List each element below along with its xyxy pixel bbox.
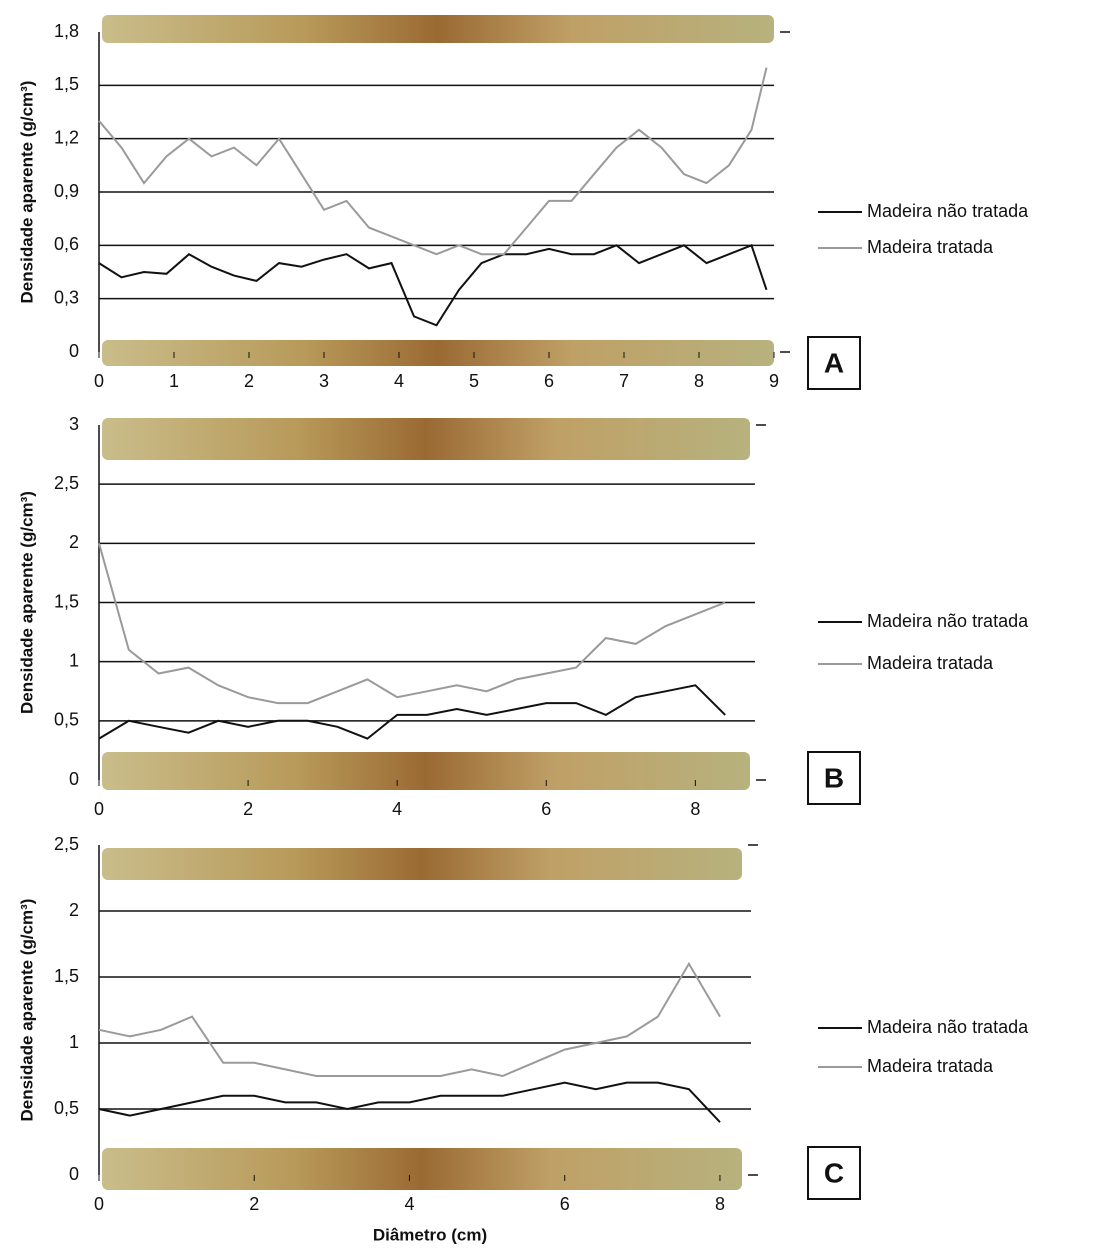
- y-tick-label: 0: [69, 1164, 79, 1184]
- x-tick-label: 6: [541, 799, 551, 819]
- panel-box: [807, 1146, 861, 1200]
- y-tick-label: 0,6: [54, 234, 79, 254]
- y-tick-label: 0,9: [54, 181, 79, 201]
- x-tick-label: 4: [404, 1194, 414, 1214]
- y-tick-label: 2: [69, 532, 79, 552]
- x-tick-label: 7: [619, 371, 629, 391]
- legend-label: Madeira não tratada: [867, 201, 1029, 221]
- legend-label: Madeira tratada: [867, 653, 994, 673]
- x-tick-label: 3: [319, 371, 329, 391]
- x-tick-label: 9: [769, 371, 779, 391]
- x-tick-label: 6: [544, 371, 554, 391]
- x-tick-label: 6: [560, 1194, 570, 1214]
- y-axis-label: Densidade aparente (g/cm³): [17, 899, 36, 1122]
- legend-label: Madeira não tratada: [867, 1017, 1029, 1037]
- legend-label: Madeira tratada: [867, 237, 994, 257]
- y-tick-label: 1,5: [54, 74, 79, 94]
- panel-letter: A: [824, 347, 844, 378]
- y-tick-label: 1: [69, 1032, 79, 1052]
- x-tick-label: 4: [394, 371, 404, 391]
- y-tick-label: 0,5: [54, 710, 79, 730]
- x-tick-label: 2: [249, 1194, 259, 1214]
- x-tick-label: 0: [94, 1194, 104, 1214]
- wood-strip: [102, 15, 774, 43]
- x-tick-label: 8: [694, 371, 704, 391]
- x-axis-label: Diâmetro (cm): [373, 1225, 487, 1244]
- x-tick-label: 0: [94, 371, 104, 391]
- y-tick-label: 0: [69, 341, 79, 361]
- y-axis-label: Densidade aparente (g/cm³): [17, 81, 36, 304]
- panel-box: [807, 751, 861, 805]
- wood-strip: [102, 340, 774, 366]
- y-tick-label: 0,3: [54, 287, 79, 307]
- x-tick-label: 0: [94, 799, 104, 819]
- series-line: [98, 1081, 721, 1123]
- series-line: [98, 961, 721, 1078]
- y-tick-label: 1,8: [54, 21, 79, 41]
- y-tick-label: 0: [69, 769, 79, 789]
- y-tick-label: 1: [69, 650, 79, 670]
- series-line: [98, 684, 726, 740]
- y-tick-label: 1,5: [54, 591, 79, 611]
- x-tick-label: 1: [169, 371, 179, 391]
- y-tick-label: 2,5: [54, 473, 79, 493]
- series-line: [98, 67, 768, 256]
- y-tick-label: 2,5: [54, 834, 79, 854]
- wood-strip: [102, 752, 750, 790]
- x-tick-label: 8: [690, 799, 700, 819]
- y-tick-label: 1,5: [54, 966, 79, 986]
- legend-label: Madeira não tratada: [867, 611, 1029, 631]
- x-tick-label: 4: [392, 799, 402, 819]
- panel-letter: B: [824, 762, 844, 793]
- y-tick-label: 2: [69, 900, 79, 920]
- y-tick-label: 0,5: [54, 1098, 79, 1118]
- legend-label: Madeira tratada: [867, 1056, 994, 1076]
- wood-strip: [102, 1148, 742, 1190]
- series-line: [98, 543, 726, 705]
- series-line: [98, 243, 768, 327]
- y-tick-label: 3: [69, 414, 79, 434]
- x-tick-label: 5: [469, 371, 479, 391]
- panel-letter: C: [824, 1157, 844, 1188]
- panel: 0 0,3 0,6 0,9 1,2 1,5 1,8 0 1 2 3 4 5 6 7 8 9 Madeira não…: [17, 15, 1029, 391]
- wood-strip: [102, 418, 750, 460]
- panel: 0 0,5 1 1,5 2 2,5 0 2 4 6 8 Madeira não tratada Made…: [17, 834, 1029, 1245]
- x-tick-label: 8: [715, 1194, 725, 1214]
- x-tick-label: 2: [243, 799, 253, 819]
- y-tick-label: 1,2: [54, 127, 79, 147]
- wood-strip: [102, 848, 742, 880]
- y-axis-label: Densidade aparente (g/cm³): [17, 491, 36, 714]
- x-tick-label: 2: [244, 371, 254, 391]
- panel: 0 0,5 1 1,5 2 2,5 3 0 2 4 6 8 Madeira não tratada Mad…: [17, 414, 1029, 819]
- panel-box: [807, 336, 861, 390]
